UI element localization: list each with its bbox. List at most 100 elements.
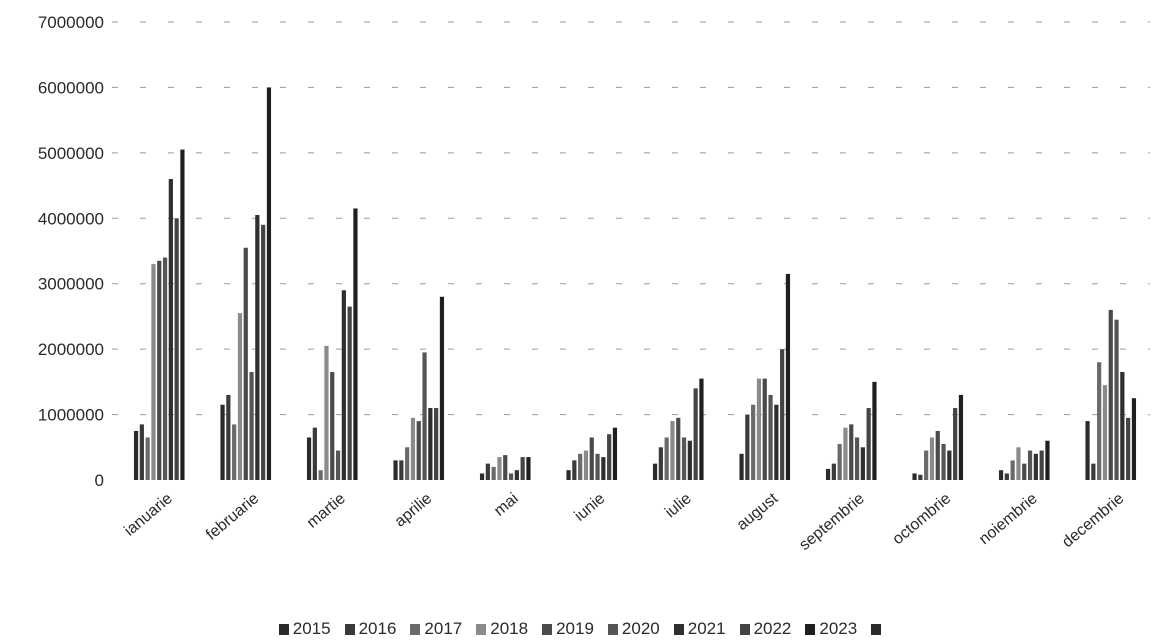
bar-2019-martie (330, 372, 335, 480)
bar-2018-octombrie (929, 437, 935, 480)
bar-2018-martie (324, 345, 329, 480)
bar-2022-octombrie (953, 408, 958, 480)
bar-2016-noiembrie (1004, 473, 1009, 480)
legend-item: 2016 (344, 619, 397, 639)
bar-2023-iunie (612, 427, 618, 480)
legend-item: 2022 (739, 619, 791, 639)
x-tick-label: martie (304, 490, 349, 532)
bar-2021-februarie (255, 215, 260, 480)
bar-2020-mai (508, 473, 514, 480)
bar-2017-ianuarie (145, 437, 150, 480)
bar-2015-martie (306, 437, 312, 480)
bar-2019-august (762, 378, 767, 480)
bar-2022-mai (520, 457, 525, 480)
bar-2019-septembrie (849, 424, 854, 480)
x-tick-label: februarie (203, 490, 262, 544)
bar-2017-aprilie (405, 447, 410, 480)
bar-2022-martie (347, 306, 352, 480)
bars (133, 87, 1137, 481)
y-tick-label: 3000000 (38, 275, 104, 294)
bar-2016-septembrie (831, 463, 836, 480)
legend-swatch (278, 623, 289, 635)
x-tick-label: aprilie (392, 490, 436, 531)
bar-2017-iulie (664, 437, 669, 480)
bar-2016-februarie (226, 394, 231, 480)
x-tick-label: iunie (571, 490, 608, 525)
bar-2019-noiembrie (1022, 463, 1027, 480)
bar-2020-octombrie (941, 444, 946, 480)
bar-2022-decembrie (1126, 417, 1131, 480)
legend-item: 2023 (805, 619, 857, 639)
bar-2020-martie (335, 450, 341, 480)
bar-2016-aprilie (399, 460, 404, 480)
legend-item: 2018 (476, 619, 528, 639)
legend-swatch (739, 623, 750, 635)
bar-2023-aprilie (439, 296, 445, 480)
bar-2020-noiembrie (1027, 450, 1033, 480)
bar-2015-ianuarie (133, 430, 139, 480)
bar-2021-noiembrie (1033, 453, 1038, 480)
legend-label: 2020 (621, 619, 660, 638)
bar-2022-iunie (607, 434, 612, 480)
bar-2021-decembrie (1120, 372, 1125, 480)
bar-2021-iulie (687, 440, 692, 480)
bar-2017-februarie (232, 424, 237, 480)
x-tick-label: iulie (662, 490, 695, 521)
bar-2022-iulie (693, 388, 698, 480)
bar-2021-septembrie (860, 447, 865, 480)
bar-2018-iunie (583, 450, 589, 480)
bar-2022-august (780, 349, 785, 480)
x-tick-label: mai (491, 490, 522, 520)
bar-2017-august (751, 404, 756, 480)
bar-2019-octombrie (935, 430, 940, 480)
x-tick-label: ianuarie (121, 490, 176, 540)
bar-2019-aprilie (416, 421, 421, 480)
x-tick-label: decembrie (1059, 490, 1127, 551)
legend-swatch (673, 623, 684, 635)
bar-2018-august (756, 378, 762, 480)
legend-label: 2015 (292, 619, 331, 638)
bar-2019-decembrie (1108, 309, 1113, 480)
bar-2023-octombrie (958, 394, 964, 480)
bar-2016-martie (312, 427, 317, 480)
bar-2019-iulie (676, 417, 681, 480)
x-axis: ianuarie februarie martie aprilie mai iunie iu… (121, 490, 1127, 554)
legend-label: 2017 (424, 619, 463, 638)
bar-2023-noiembrie (1045, 440, 1050, 480)
bar-2015-noiembrie (998, 470, 1004, 480)
legend-item: 2017 (410, 619, 462, 639)
bar-2018-aprilie (410, 417, 416, 480)
bar-2015-iulie (652, 463, 658, 480)
bar-2022-septembrie (866, 408, 871, 480)
legend-swatch (607, 623, 618, 635)
bar-2020-iulie (681, 437, 687, 480)
bar-2022-noiembrie (1039, 450, 1044, 480)
bar-2016-octombrie (918, 474, 923, 480)
bar-2017-noiembrie (1010, 460, 1015, 480)
bar-2018-mai (497, 457, 502, 480)
bar-2016-ianuarie (139, 424, 144, 480)
bar-2015-februarie (220, 404, 225, 480)
bar-2020-decembrie (1114, 319, 1119, 480)
y-tick-label: 2000000 (38, 340, 104, 359)
bar-2023-august (785, 273, 791, 480)
bar-2016-decembrie (1091, 463, 1096, 480)
bar-2019-februarie (243, 247, 248, 480)
bar-2018-decembrie (1102, 385, 1108, 480)
legend-label: 2016 (358, 619, 397, 638)
bar-2021-mai (514, 470, 519, 480)
bar-2020-august (768, 394, 773, 480)
bar-2015-octombrie (912, 473, 917, 480)
bar-2015-septembrie (825, 468, 831, 480)
legend-label: 2018 (490, 619, 529, 638)
bar-2023-martie (353, 208, 358, 480)
legend-label: 2019 (556, 619, 594, 638)
bar-2019-mai (503, 455, 508, 480)
bar-2020-februarie (249, 372, 254, 480)
legend-swatch (871, 623, 882, 635)
bar-2020-septembrie (854, 437, 860, 480)
bar-2021-octombrie (947, 450, 952, 480)
bar-2023-iulie (699, 378, 704, 480)
bar-2019-ianuarie (157, 260, 162, 480)
